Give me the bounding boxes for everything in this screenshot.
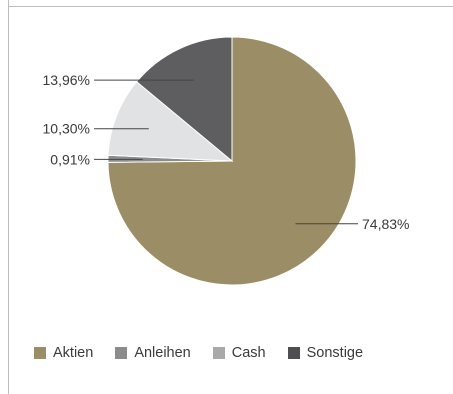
legend-label-cash: Cash (231, 345, 266, 361)
data-label-anleihen: 0,91% (50, 151, 90, 167)
legend-swatch-sonstige (287, 347, 300, 359)
legend-item-aktien: Aktien (34, 345, 93, 361)
legend-label-sonstige: Sonstige (306, 345, 364, 361)
data-label-cash: 10,30% (43, 121, 90, 137)
pie-slice-cash (107, 81, 234, 162)
data-label-sonstige: 13,96% (43, 72, 90, 88)
chart-frame (8, 0, 453, 394)
legend-item-sonstige: Sonstige (287, 345, 364, 361)
data-label-aktien: 74,83% (362, 216, 409, 232)
legend-label-anleihen: Anleihen (134, 345, 191, 361)
legend-item-anleihen: Anleihen (115, 345, 191, 361)
legend-label-aktien: Aktien (53, 345, 94, 361)
legend-swatch-aktien (34, 347, 46, 359)
legend-item-cash: Cash (212, 345, 266, 361)
legend: Aktien Anleihen Cash Sonstige (34, 345, 363, 361)
legend-swatch-anleihen (115, 347, 128, 359)
legend-swatch-cash (212, 347, 225, 359)
pie-slice-sonstige (135, 36, 233, 163)
